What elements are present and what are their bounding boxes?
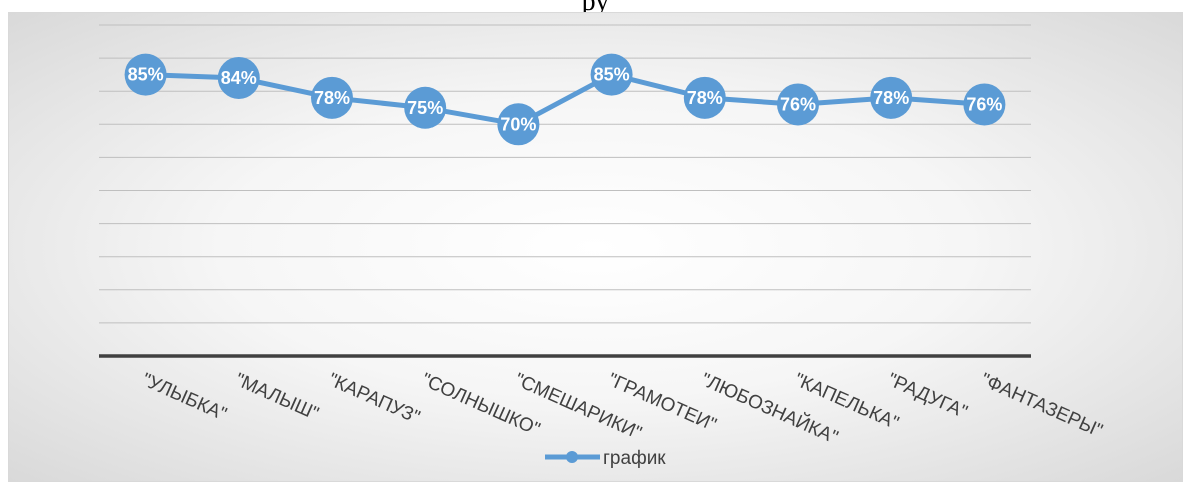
data-label: 78%: [687, 88, 723, 108]
data-point: [683, 76, 726, 119]
data-label: 75%: [407, 98, 443, 118]
data-point: [217, 56, 260, 99]
data-label: 78%: [873, 88, 909, 108]
data-point: [124, 53, 167, 96]
data-point: [497, 103, 540, 146]
x-tick-label: "ФАНТАЗЕРЫ": [977, 369, 1105, 441]
data-point: [404, 86, 447, 129]
x-tick-labels: "УЛЫБКА" "МАЛЫШ" "КАРАПУЗ""СОЛНЫШКО""СМЕША…: [139, 368, 1106, 448]
legend-marker: [566, 451, 578, 463]
x-tick-label: "КАРАПУЗ": [325, 369, 423, 428]
data-label: 84%: [221, 68, 257, 88]
data-label: 85%: [128, 65, 164, 85]
x-tick-label: "МАЛЫШ": [232, 369, 322, 424]
legend: график: [545, 448, 666, 469]
series-polyline: [145, 72, 985, 127]
x-tick-label: "УЛЫБКА": [139, 369, 230, 425]
data-point: [590, 53, 633, 96]
legend-label: график: [603, 448, 666, 469]
data-point: [311, 76, 353, 119]
data-label: 85%: [594, 65, 630, 85]
data-labels: 85% 84% 78% 75% 70% 85% 78% 76% 78% 76%: [128, 65, 1003, 135]
data-point: [963, 83, 1006, 126]
data-label: 78%: [314, 88, 350, 108]
data-label: 70%: [500, 114, 536, 134]
data-markers: [124, 53, 1006, 146]
series-line: [145, 72, 985, 127]
data-point: [777, 83, 819, 126]
data-label: 76%: [966, 94, 1002, 114]
data-label: 76%: [780, 94, 816, 114]
data-point: [870, 76, 913, 119]
